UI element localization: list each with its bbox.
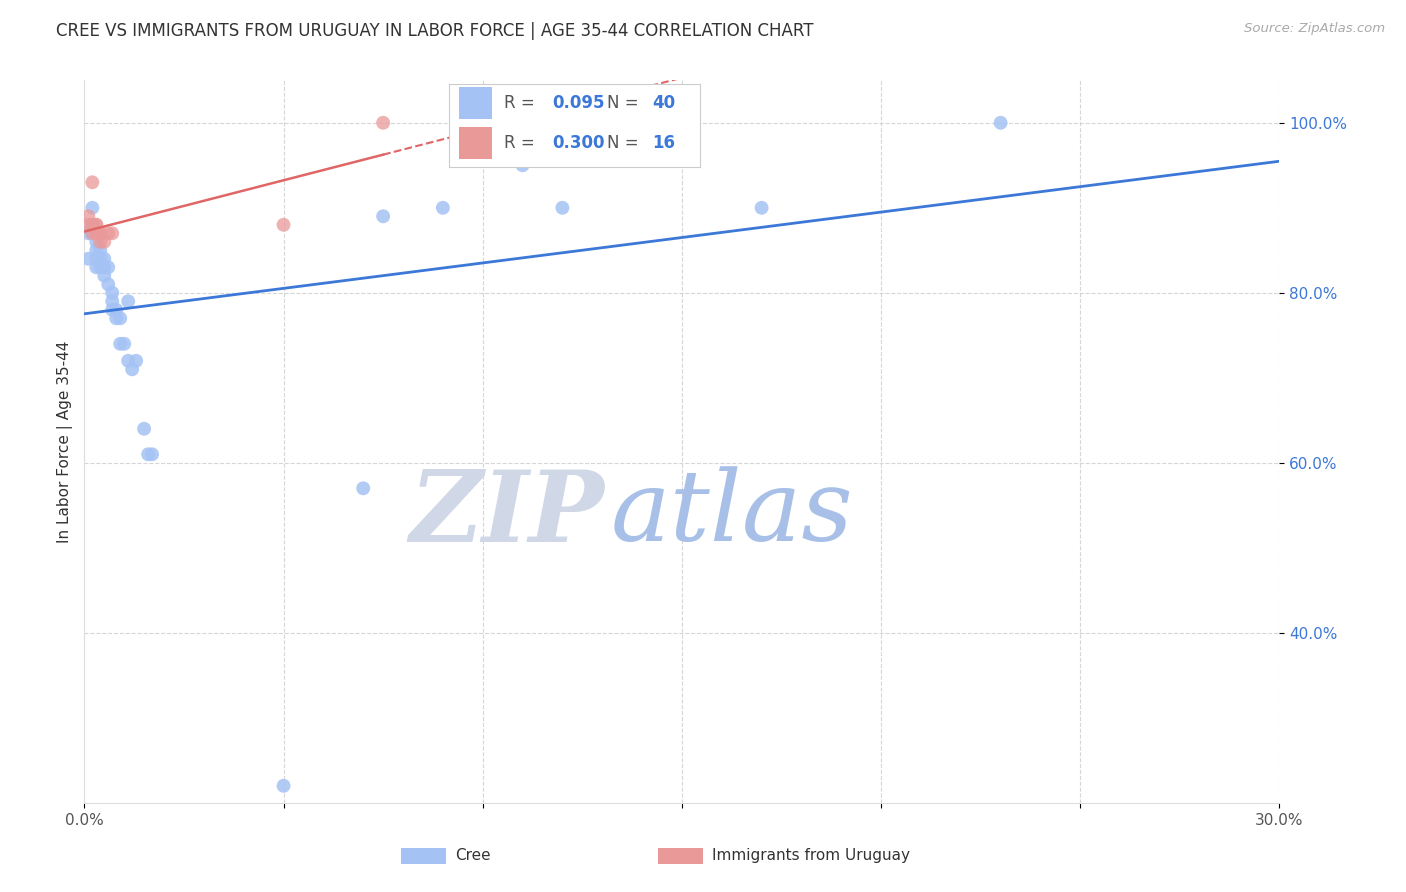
Point [551,201,574,215]
Point [86,227,108,241]
Point [77,218,100,232]
Point [97,277,120,292]
Point [101,227,124,241]
Bar [658,848,703,864]
Point [121,362,143,376]
Point [373,116,395,130]
Point [86,218,108,232]
Point [110,336,132,351]
Point [93,252,115,266]
Y-axis label: In Labor Force | Age 35-44: In Labor Force | Age 35-44 [58,341,73,542]
Point [101,294,124,309]
Point [512,158,534,172]
Point [82,227,104,241]
Point [141,447,163,461]
Point [89,260,111,275]
Point [86,235,108,249]
Point [89,235,111,249]
Point [105,302,128,317]
Point [93,235,115,249]
Point [89,227,111,241]
Point [352,481,374,495]
Point [97,227,120,241]
Text: ZIP: ZIP [409,466,605,562]
Point [77,227,100,241]
Text: Immigrants from Uruguay: Immigrants from Uruguay [711,848,910,863]
Point [125,353,148,368]
Point [82,218,104,232]
Point [89,244,111,258]
Point [117,353,139,368]
Point [273,779,295,793]
Point [132,422,156,436]
Point [136,447,159,461]
Point [432,201,454,215]
Point [86,244,108,258]
Point [86,218,108,232]
Point [77,252,100,266]
Point [990,116,1012,130]
Point [82,227,104,241]
Point [86,252,108,266]
Point [751,201,773,215]
Point [273,218,295,232]
Text: Source: ZipAtlas.com: Source: ZipAtlas.com [1244,22,1385,36]
Point [82,175,104,189]
Point [82,218,104,232]
Point [82,201,104,215]
Point [101,302,124,317]
Point [112,336,135,351]
Point [105,311,128,326]
Text: CREE VS IMMIGRANTS FROM URUGUAY IN LABOR FORCE | AGE 35-44 CORRELATION CHART: CREE VS IMMIGRANTS FROM URUGUAY IN LABOR… [56,22,814,40]
Point [101,285,124,300]
Point [89,252,111,266]
Text: Cree: Cree [456,848,491,863]
Point [373,209,395,223]
Point [97,260,120,275]
Point [110,311,132,326]
Point [86,260,108,275]
Bar [401,848,447,864]
Point [93,260,115,275]
Point [117,294,139,309]
Point [93,268,115,283]
Point [77,209,100,223]
Text: atlas: atlas [610,467,853,561]
Point [89,227,111,241]
